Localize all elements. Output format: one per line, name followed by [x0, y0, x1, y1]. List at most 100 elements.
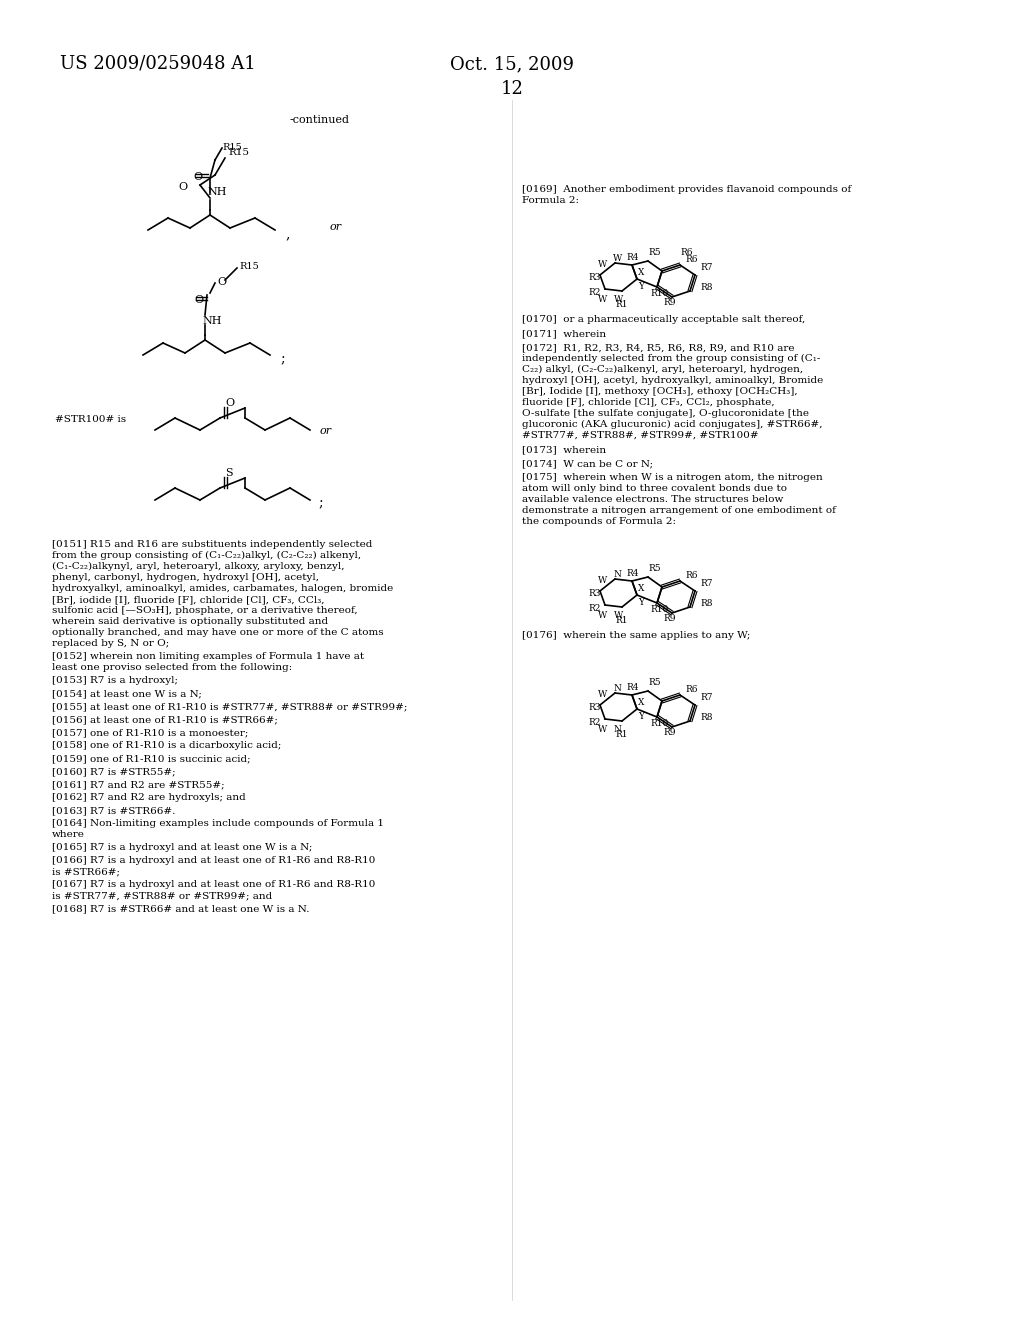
Text: [0161] R7 and R2 are #STR55#;: [0161] R7 and R2 are #STR55#;: [52, 780, 224, 789]
Text: [0152] wherein non limiting examples of Formula 1 have at: [0152] wherein non limiting examples of …: [52, 652, 365, 661]
Text: fluoride [F], chloride [Cl], CF₃, CCl₂, phosphate,: fluoride [F], chloride [Cl], CF₃, CCl₂, …: [522, 399, 774, 407]
Text: [0151] R15 and R16 are substituents independently selected: [0151] R15 and R16 are substituents inde…: [52, 540, 373, 549]
Text: [Br], Iodide [I], methoxy [OCH₃], ethoxy [OCH₂CH₃],: [Br], Iodide [I], methoxy [OCH₃], ethoxy…: [522, 387, 798, 396]
Text: X: X: [638, 583, 644, 593]
Text: R9: R9: [663, 729, 676, 737]
Text: R1: R1: [615, 300, 628, 309]
Text: [0176]  wherein the same applies to any W;: [0176] wherein the same applies to any W…: [522, 631, 751, 640]
Text: [0167] R7 is a hydroxyl and at least one of R1-R6 and R8-R10: [0167] R7 is a hydroxyl and at least one…: [52, 880, 376, 888]
Text: R15: R15: [222, 143, 242, 152]
Text: glucoronic (AKA glucuronic) acid conjugates], #STR66#,: glucoronic (AKA glucuronic) acid conjuga…: [522, 420, 822, 429]
Text: S: S: [225, 469, 232, 478]
Text: R2: R2: [588, 718, 600, 727]
Text: phenyl, carbonyl, hydrogen, hydroxyl [OH], acetyl,: phenyl, carbonyl, hydrogen, hydroxyl [OH…: [52, 573, 319, 582]
Text: W: W: [598, 260, 607, 269]
Text: [0175]  wherein when W is a nitrogen atom, the nitrogen: [0175] wherein when W is a nitrogen atom…: [522, 473, 822, 482]
Text: R2: R2: [588, 605, 600, 612]
Text: atom will only bind to three covalent bonds due to: atom will only bind to three covalent bo…: [522, 484, 787, 492]
Text: optionally branched, and may have one or more of the C atoms: optionally branched, and may have one or…: [52, 628, 384, 638]
Text: independently selected from the group consisting of (C₁-: independently selected from the group co…: [522, 354, 820, 363]
Text: R9: R9: [663, 298, 676, 308]
Text: Y: Y: [638, 282, 644, 290]
Text: R1: R1: [615, 616, 628, 624]
Text: O-sulfate [the sulfate conjugate], O-glucoronidate [the: O-sulfate [the sulfate conjugate], O-glu…: [522, 409, 809, 418]
Text: [0165] R7 is a hydroxyl and at least one W is a N;: [0165] R7 is a hydroxyl and at least one…: [52, 843, 312, 851]
Text: O: O: [178, 182, 187, 191]
Text: W: W: [598, 576, 607, 585]
Text: N: N: [614, 725, 622, 734]
Text: ;: ;: [280, 352, 285, 366]
Text: [0174]  W can be C or N;: [0174] W can be C or N;: [522, 459, 653, 469]
Text: O: O: [194, 294, 203, 305]
Text: sulfonic acid [—SO₃H], phosphate, or a derivative thereof,: sulfonic acid [—SO₃H], phosphate, or a d…: [52, 606, 357, 615]
Text: ,: ,: [285, 227, 290, 242]
Text: [0159] one of R1-R10 is succinic acid;: [0159] one of R1-R10 is succinic acid;: [52, 754, 251, 763]
Text: R5: R5: [648, 678, 660, 686]
Text: R6: R6: [685, 685, 697, 694]
Text: least one proviso selected from the following:: least one proviso selected from the foll…: [52, 663, 292, 672]
Text: the compounds of Formula 2:: the compounds of Formula 2:: [522, 517, 676, 525]
Text: R10: R10: [650, 289, 669, 298]
Text: [0172]  R1, R2, R3, R4, R5, R6, R8, R9, and R10 are: [0172] R1, R2, R3, R4, R5, R6, R8, R9, a…: [522, 343, 795, 352]
Text: R7: R7: [700, 579, 713, 587]
Text: replaced by S, N or O;: replaced by S, N or O;: [52, 639, 169, 648]
Text: W: W: [598, 611, 607, 620]
Text: R7: R7: [700, 263, 713, 272]
Text: ;: ;: [318, 496, 323, 510]
Text: W: W: [598, 725, 607, 734]
Text: is #STR77#, #STR88# or #STR99#; and: is #STR77#, #STR88# or #STR99#; and: [52, 891, 272, 900]
Text: [0171]  wherein: [0171] wherein: [522, 329, 606, 338]
Text: NH: NH: [202, 315, 221, 326]
Text: [0157] one of R1-R10 is a monoester;: [0157] one of R1-R10 is a monoester;: [52, 729, 249, 737]
Text: or: or: [319, 426, 332, 436]
Text: R5: R5: [648, 564, 660, 573]
Text: available valence electrons. The structures below: available valence electrons. The structu…: [522, 495, 783, 504]
Text: W: W: [614, 294, 624, 304]
Text: R7: R7: [700, 693, 713, 702]
Text: R6: R6: [680, 248, 692, 257]
Text: X: X: [638, 268, 644, 277]
Text: or: or: [330, 222, 342, 232]
Text: R8: R8: [700, 713, 713, 722]
Text: R4: R4: [626, 569, 639, 578]
Text: from the group consisting of (C₁-C₂₂)alkyl, (C₂-C₂₂) alkenyl,: from the group consisting of (C₁-C₂₂)alk…: [52, 550, 361, 560]
Text: [0162] R7 and R2 are hydroxyls; and: [0162] R7 and R2 are hydroxyls; and: [52, 793, 246, 803]
Text: R15: R15: [239, 261, 259, 271]
Text: Formula 2:: Formula 2:: [522, 195, 579, 205]
Text: is #STR66#;: is #STR66#;: [52, 867, 120, 876]
Text: Y: Y: [638, 598, 644, 607]
Text: [0173]  wherein: [0173] wherein: [522, 445, 606, 454]
Text: 12: 12: [501, 81, 523, 98]
Text: [0163] R7 is #STR66#.: [0163] R7 is #STR66#.: [52, 807, 175, 814]
Text: [0156] at least one of R1-R10 is #STR66#;: [0156] at least one of R1-R10 is #STR66#…: [52, 715, 278, 723]
Text: #STR77#, #STR88#, #STR99#, #STR100#: #STR77#, #STR88#, #STR99#, #STR100#: [522, 432, 759, 440]
Text: [0168] R7 is #STR66# and at least one W is a N.: [0168] R7 is #STR66# and at least one W …: [52, 904, 309, 913]
Text: US 2009/0259048 A1: US 2009/0259048 A1: [60, 55, 256, 73]
Text: R8: R8: [700, 599, 713, 609]
Text: R3: R3: [588, 704, 600, 711]
Text: R10: R10: [650, 605, 669, 614]
Text: [0155] at least one of R1-R10 is #STR77#, #STR88# or #STR99#;: [0155] at least one of R1-R10 is #STR77#…: [52, 702, 408, 711]
Text: R3: R3: [588, 589, 600, 598]
Text: R4: R4: [626, 682, 639, 692]
Text: C₂₂) alkyl, (C₂-C₂₂)alkenyl, aryl, heteroaryl, hydrogen,: C₂₂) alkyl, (C₂-C₂₂)alkenyl, aryl, heter…: [522, 366, 803, 374]
Text: O: O: [193, 172, 202, 182]
Text: hydroxyl [OH], acetyl, hydroxyalkyl, aminoalkyl, Bromide: hydroxyl [OH], acetyl, hydroxyalkyl, ami…: [522, 376, 823, 385]
Text: W: W: [598, 690, 607, 700]
Text: R3: R3: [588, 273, 600, 282]
Text: NH: NH: [207, 187, 226, 197]
Text: [Br], iodide [I], fluoride [F], chloride [Cl], CF₃, CCl₃,: [Br], iodide [I], fluoride [F], chloride…: [52, 595, 325, 605]
Text: #STR100# is: #STR100# is: [55, 414, 126, 424]
Text: R10: R10: [650, 719, 669, 729]
Text: [0166] R7 is a hydroxyl and at least one of R1-R6 and R8-R10: [0166] R7 is a hydroxyl and at least one…: [52, 855, 376, 865]
Text: R6: R6: [685, 255, 697, 264]
Text: [0158] one of R1-R10 is a dicarboxylic acid;: [0158] one of R1-R10 is a dicarboxylic a…: [52, 741, 282, 750]
Text: Y: Y: [638, 711, 644, 721]
Text: R1: R1: [615, 730, 628, 739]
Text: O: O: [225, 399, 234, 408]
Text: wherein said derivative is optionally substituted and: wherein said derivative is optionally su…: [52, 616, 328, 626]
Text: -continued: -continued: [290, 115, 350, 125]
Text: N: N: [613, 684, 621, 693]
Text: hydroxyalkyl, aminoalkyl, amides, carbamates, halogen, bromide: hydroxyalkyl, aminoalkyl, amides, carbam…: [52, 583, 393, 593]
Text: R8: R8: [700, 282, 713, 292]
